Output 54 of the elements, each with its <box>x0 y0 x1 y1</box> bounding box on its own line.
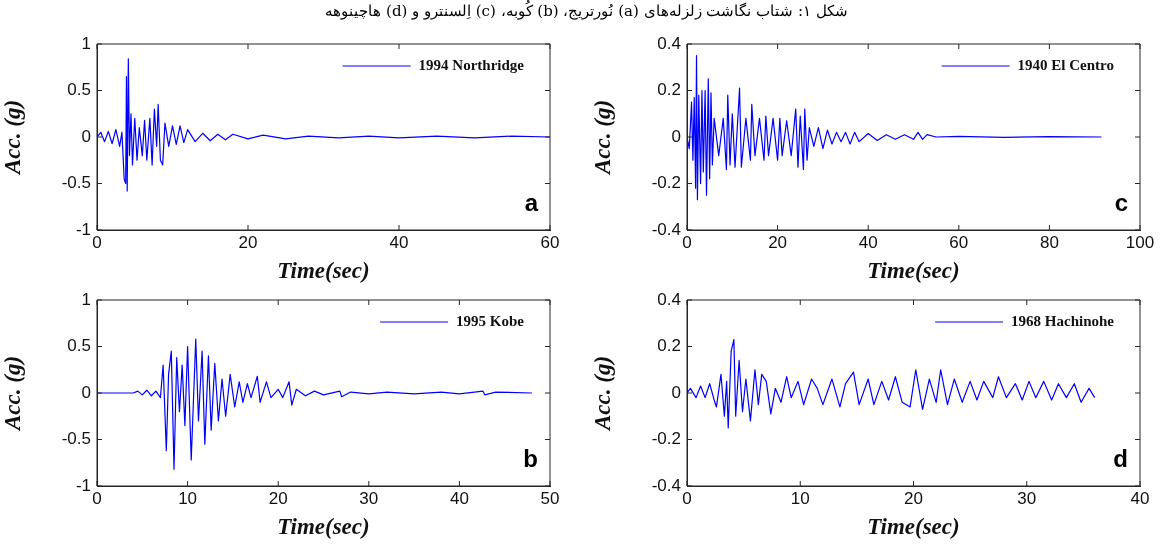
x-tick-label: 10 <box>178 488 198 508</box>
y-tick-label: -0.2 <box>651 173 681 193</box>
y-tick-label: 0.5 <box>67 336 91 356</box>
annotation: d <box>1113 444 1128 472</box>
y-tick-label: 0.2 <box>657 80 681 100</box>
x-axis-title: Time(sec) <box>867 514 960 540</box>
y-tick-label: -0.2 <box>651 429 681 449</box>
y-tick-label: 0 <box>671 382 681 402</box>
x-tick-label: 100 <box>1125 232 1155 252</box>
x-tick-label: 10 <box>790 488 810 508</box>
y-tick-label: 0 <box>81 126 91 146</box>
y-axis-title: Acc. (g) <box>589 355 615 433</box>
y-tick-label: 0.4 <box>657 289 681 309</box>
y-tick-label: 0.2 <box>657 336 681 356</box>
y-tick-label: -1 <box>75 475 91 495</box>
x-tick-label: 20 <box>768 232 788 252</box>
y-tick-label: -0.5 <box>61 429 91 449</box>
y-tick-label: -0.4 <box>651 219 681 239</box>
y-tick-label: 0.5 <box>67 80 91 100</box>
y-axis-title: Acc. (g) <box>0 355 25 433</box>
x-tick-label: 40 <box>449 488 469 508</box>
y-tick-label: -0.5 <box>61 173 91 193</box>
y-axis-title: Acc. (g) <box>589 99 615 177</box>
x-tick-label: 20 <box>238 232 258 252</box>
text: شکل ۱: شتاب نگاشت زلزله‌های (a) نُورتریج، (b) کُوبه، (c) اِلسنترو و (d) هاچینوهه <box>324 2 849 20</box>
y-tick-label: -0.4 <box>651 475 681 495</box>
y-tick-label: -1 <box>75 219 91 239</box>
y-tick-label: 0.4 <box>657 33 681 53</box>
x-tick-label: 20 <box>904 488 923 508</box>
x-tick-label: 30 <box>1017 488 1037 508</box>
x-tick-label: 60 <box>949 232 969 252</box>
y-tick-label: 1 <box>81 33 91 53</box>
y-tick-label: 0 <box>671 126 681 146</box>
x-axis-title: Time(sec) <box>277 258 370 284</box>
y-tick-label: 1 <box>81 289 91 309</box>
legend-label: 1940 El Centro <box>1017 56 1114 73</box>
annotation: b <box>523 444 538 472</box>
x-tick-label: 40 <box>858 232 878 252</box>
annotation: a <box>524 188 539 216</box>
annotation: c <box>1114 188 1128 216</box>
x-tick-label: 80 <box>1039 232 1059 252</box>
x-tick-label: 30 <box>359 488 379 508</box>
x-tick-label: 40 <box>1130 488 1150 508</box>
x-tick-label: 50 <box>540 488 560 508</box>
x-axis-title: Time(sec) <box>277 514 370 540</box>
legend-label: 1994 Northridge <box>418 56 525 73</box>
x-axis-title: Time(sec) <box>867 258 960 284</box>
legend-label: 1995 Kobe <box>456 312 525 329</box>
x-tick-label: 40 <box>389 232 409 252</box>
y-axis-title: Acc. (g) <box>0 99 25 177</box>
y-tick-label: 0 <box>81 382 91 402</box>
legend-label: 1968 Hachinohe <box>1011 312 1115 329</box>
x-tick-label: 60 <box>540 232 560 252</box>
x-tick-label: 20 <box>268 488 288 508</box>
